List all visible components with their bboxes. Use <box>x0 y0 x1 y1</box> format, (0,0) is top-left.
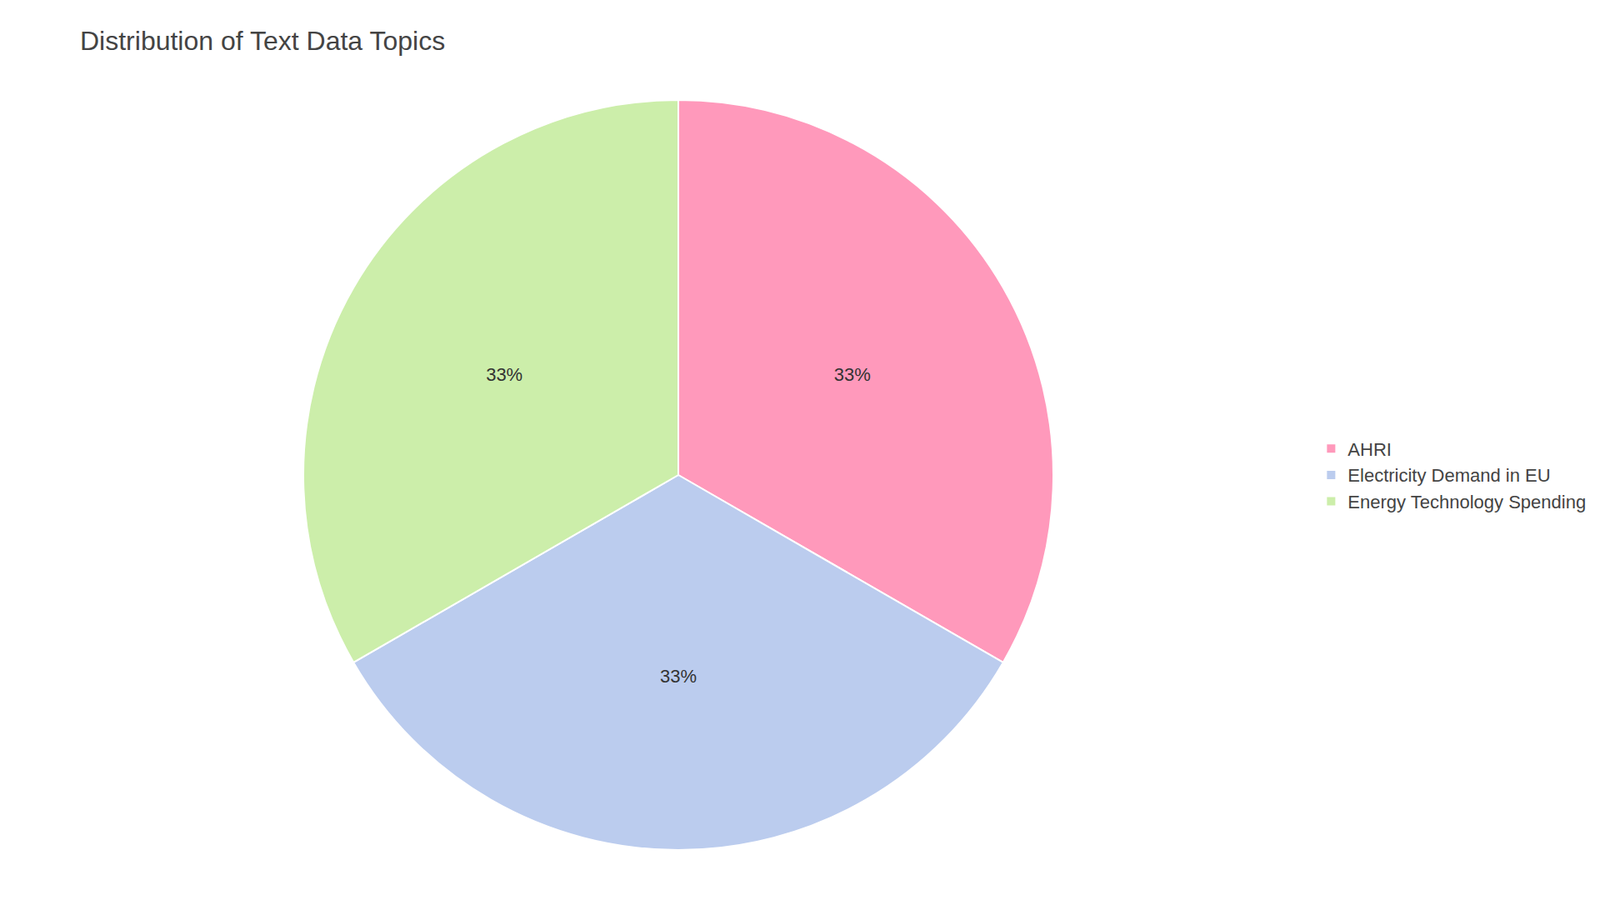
svg-text:Electricity Demand in EU: Electricity Demand in EU <box>1347 465 1550 486</box>
svg-text:AHRI: AHRI <box>1347 439 1392 460</box>
svg-text:33%: 33% <box>485 364 523 385</box>
svg-text:33%: 33% <box>834 364 871 385</box>
svg-text:Energy Technology Spending: Energy Technology Spending <box>1347 491 1586 513</box>
svg-text:33%: 33% <box>660 665 697 687</box>
svg-text:Distribution of Text Data Topi: Distribution of Text Data Topics <box>80 25 445 56</box>
